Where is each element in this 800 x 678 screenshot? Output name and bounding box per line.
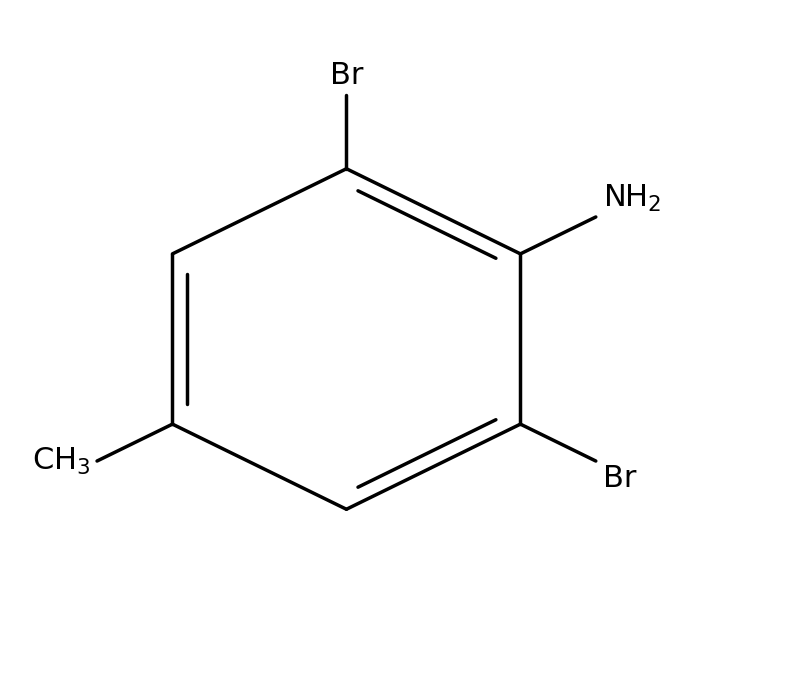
Text: NH$_2$: NH$_2$ <box>602 182 661 214</box>
Text: CH$_3$: CH$_3$ <box>32 445 90 477</box>
Text: Br: Br <box>602 464 636 494</box>
Text: Br: Br <box>330 60 363 89</box>
